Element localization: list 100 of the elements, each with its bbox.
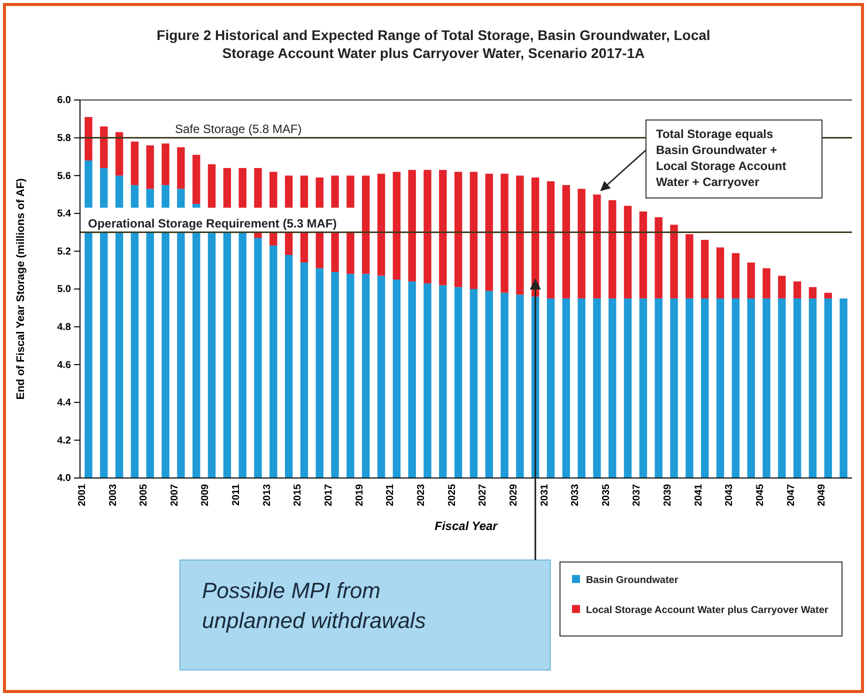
- bar: [192, 154, 200, 204]
- x-tick-label: 2023: [416, 484, 427, 506]
- bar: [454, 172, 462, 288]
- bar: [608, 298, 616, 478]
- bar: [808, 287, 817, 298]
- x-tick-label: 2021: [385, 484, 396, 506]
- bar: [716, 247, 724, 298]
- bar: [377, 276, 386, 478]
- bar: [115, 232, 124, 478]
- x-tick-label: 2029: [508, 484, 520, 506]
- bar: [793, 298, 802, 478]
- bar: [208, 232, 216, 478]
- bar: [732, 253, 740, 298]
- bar: [686, 298, 694, 478]
- bar: [162, 232, 170, 478]
- bar: [840, 298, 848, 478]
- bar: [562, 185, 570, 298]
- bar: [284, 176, 293, 208]
- bar: [700, 240, 709, 298]
- bar: [84, 160, 92, 208]
- x-tick-label: 2037: [632, 484, 643, 506]
- bar: [223, 168, 232, 208]
- bar: [516, 294, 524, 478]
- bar: [177, 147, 185, 189]
- bar: [346, 274, 354, 478]
- bar: [177, 188, 185, 208]
- y-tick-label: 5.4: [57, 208, 72, 220]
- x-tick-label: 2049: [816, 484, 828, 506]
- bar: [654, 298, 662, 478]
- bar: [500, 174, 508, 293]
- bar: [578, 298, 586, 478]
- bar: [516, 176, 524, 295]
- x-tick-label: 2027: [478, 484, 489, 506]
- bar: [100, 232, 108, 478]
- bar: [270, 246, 278, 478]
- bar: [362, 274, 370, 478]
- bar: [316, 177, 324, 208]
- bar: [177, 232, 185, 478]
- bar: [238, 232, 246, 478]
- bar: [254, 232, 262, 238]
- x-tick-label: 2013: [262, 484, 273, 506]
- bar: [115, 176, 124, 208]
- bar: [408, 170, 416, 282]
- bar: [238, 168, 246, 208]
- bar: [593, 194, 601, 298]
- bar: [670, 298, 678, 478]
- bar: [362, 176, 370, 274]
- bar: [331, 176, 339, 208]
- bar: [670, 224, 678, 298]
- legend-label: Local Storage Account Water plus Carryover Water: [586, 605, 828, 616]
- bar: [747, 298, 755, 478]
- bar: [146, 232, 154, 478]
- x-tick-label: 2001: [76, 484, 88, 506]
- bar: [130, 232, 139, 478]
- x-tick-label: 2003: [108, 484, 119, 506]
- bar: [130, 142, 139, 186]
- bar: [593, 298, 601, 478]
- x-tick-label: 2005: [138, 484, 150, 506]
- x-tick-label: 2045: [754, 484, 766, 506]
- bar: [254, 238, 262, 478]
- bar: [284, 232, 293, 255]
- bar: [300, 232, 308, 263]
- bar: [300, 176, 308, 208]
- bar: [624, 206, 632, 298]
- y-tick-label: 4.8: [57, 322, 72, 333]
- bar: [162, 143, 170, 186]
- bar: [578, 188, 586, 298]
- y-axis-title: End of Fiscal Year Storage (millions of AF): [15, 178, 27, 400]
- bar: [700, 298, 709, 478]
- bar: [808, 298, 817, 478]
- bar: [500, 292, 508, 478]
- bar: [316, 232, 324, 268]
- bar: [254, 168, 262, 208]
- bar: [762, 268, 770, 298]
- callout-box: Possible MPI from unplanned withdrawals: [180, 560, 551, 670]
- bar: [485, 290, 493, 478]
- bar: [546, 298, 555, 478]
- bar: [392, 280, 401, 478]
- x-tick-label: 2015: [292, 484, 304, 506]
- x-tick-label: 2011: [231, 484, 242, 506]
- bar: [793, 281, 802, 298]
- bar: [192, 232, 200, 478]
- bar: [331, 272, 339, 478]
- x-axis-title: Fiscal Year: [434, 519, 499, 533]
- bar: [624, 298, 632, 478]
- bar: [424, 170, 432, 284]
- bar: [408, 281, 416, 478]
- bar: [778, 276, 786, 298]
- bar: [115, 132, 124, 176]
- x-tick-label: 2009: [200, 484, 212, 506]
- bar: [470, 289, 478, 478]
- x-tick-label: 2047: [786, 484, 797, 506]
- bar: [778, 298, 786, 478]
- bar: [716, 298, 724, 478]
- legend-label: Basin Groundwater: [586, 575, 678, 586]
- bar: [100, 126, 108, 168]
- y-tick-label: 5.2: [57, 246, 72, 258]
- bar: [608, 200, 616, 298]
- bar: [454, 287, 462, 478]
- y-tick-label: 6.0: [57, 95, 72, 106]
